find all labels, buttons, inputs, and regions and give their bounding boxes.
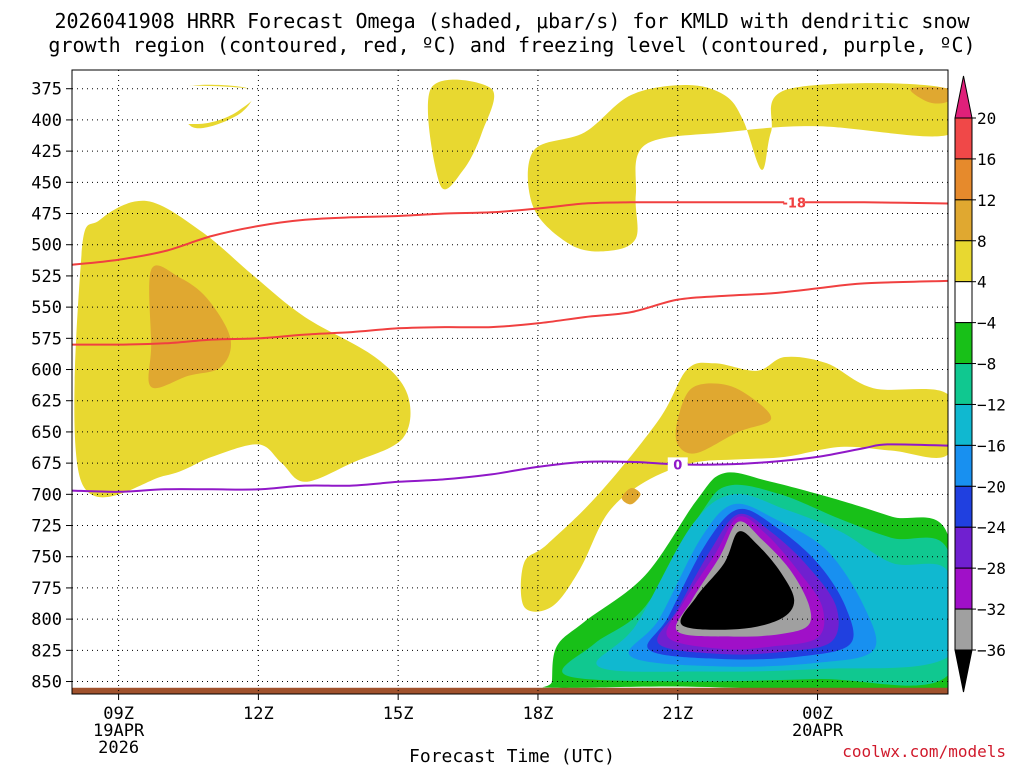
- freezing-level-0C: [72, 443, 948, 493]
- negative-omega-top: [126, 85, 257, 125]
- y-tick-label-500: 500: [31, 236, 62, 256]
- y-tick-label-725: 725: [31, 517, 62, 537]
- colorbar-bin-11: [954, 567, 973, 610]
- positive-omega-top-corner: [910, 87, 948, 104]
- plot-frame: [71, 69, 949, 695]
- colorbar-bin-3: [954, 240, 973, 283]
- minus-18C-isotherm-label: -18: [782, 196, 806, 211]
- colorbar-label-13: −36: [977, 641, 1006, 660]
- x-tick-label-15Z: 15Z: [383, 704, 414, 724]
- colorbar-label-11: −28: [977, 559, 1006, 578]
- colorbar-label-12: −32: [977, 600, 1006, 619]
- y-tick-label-775: 775: [31, 579, 62, 599]
- ground-layer: [72, 687, 948, 694]
- colorbar-bin-8: [954, 444, 973, 487]
- negative-omega-upper-right: [831, 200, 902, 299]
- positive-omega-upper-right: [527, 83, 948, 252]
- y-tick-label-375: 375: [31, 80, 62, 100]
- colorbar-bin-1: [954, 158, 973, 201]
- x-tick-label-18Z: 18Z: [523, 704, 554, 724]
- chart-title-line1: 2026041908 HRRR Forecast Omega (shaded, …: [54, 9, 970, 33]
- grid-layer: [72, 70, 948, 694]
- minus-12C-isotherm: [72, 279, 948, 346]
- x-tick-label-09Z: 09Z: [103, 704, 134, 724]
- x-tick-label-00Z: 00Z: [802, 704, 833, 724]
- colorbar-label-0: 20: [977, 109, 996, 128]
- colorbar-bin-4: [954, 281, 973, 324]
- negative-omega-core: [680, 531, 795, 630]
- minus-18C-isotherm: [72, 201, 948, 266]
- y-tick-label-625: 625: [31, 392, 62, 412]
- x-date-label-19APR: 19APR: [93, 721, 145, 741]
- chart-title-line2: growth region (contoured, red, ºC) and f…: [48, 33, 976, 57]
- colorbar-label-5: −4: [977, 314, 996, 333]
- credit-text: coolwx.com/models: [842, 742, 1006, 761]
- freezing-level-0C-label: 0: [673, 458, 682, 473]
- negative-omega-mid-small: [579, 375, 632, 439]
- minus-18C-isotherm-label-bg: [784, 195, 805, 210]
- positive-omega-upper-mid: [427, 79, 495, 190]
- colorbar-bin-6: [954, 363, 973, 405]
- x-date-label-20APR: 20APR: [792, 721, 844, 741]
- colorbar-label-7: −12: [977, 395, 1006, 414]
- y-tick-label-675: 675: [31, 454, 62, 474]
- y-tick-label-450: 450: [31, 173, 62, 193]
- omega-shading-layer: [74, 79, 948, 694]
- x-year-label: 2026: [98, 738, 139, 758]
- colorbar-under-triangle: [954, 649, 973, 693]
- y-tick-label-750: 750: [31, 548, 62, 568]
- positive-omega-left-core: [148, 265, 232, 389]
- y-tick-label-575: 575: [31, 329, 62, 349]
- y-tick-label-475: 475: [31, 205, 62, 225]
- colorbar-label-8: −16: [977, 436, 1006, 455]
- positive-omega-lower-mid: [520, 356, 948, 612]
- x-tick-label-21Z: 21Z: [662, 704, 693, 724]
- x-axis-title: Forecast Time (UTC): [409, 746, 615, 767]
- positive-omega-small: [621, 488, 641, 505]
- positive-omega-left: [74, 200, 411, 498]
- colorbar-label-1: 16: [977, 150, 996, 169]
- colorbar-label-3: 8: [977, 232, 987, 251]
- colorbar-over-triangle: [954, 75, 973, 119]
- y-tick-label-800: 800: [31, 610, 62, 630]
- y-tick-label-650: 650: [31, 423, 62, 443]
- y-tick-label-700: 700: [31, 485, 62, 505]
- freezing-level-0C-label-bg: [667, 457, 688, 472]
- colorbar-label-9: −20: [977, 477, 1006, 496]
- ground-strip: [72, 687, 948, 694]
- colorbar-bin-9: [954, 485, 973, 528]
- colorbar: 20 16 12 8 4 −4 −8 −12 −16 −20 −24 −28 −32 −36: [954, 75, 1006, 693]
- y-tick-label-825: 825: [31, 641, 62, 661]
- colorbar-bin-10: [954, 526, 973, 569]
- colorbar-bin-7: [954, 403, 973, 446]
- y-tick-label-550: 550: [31, 298, 62, 318]
- x-tick-label-12Z: 12Z: [243, 704, 274, 724]
- colorbar-bin-5: [954, 322, 973, 365]
- colorbar-label-6: −8: [977, 355, 996, 374]
- axis-layer: 375 400 425 450 475 500 525 550 575 600 625 650 675 7…: [31, 80, 844, 758]
- colorbar-label-2: 12: [977, 191, 996, 210]
- colorbar-bin-0: [954, 117, 973, 160]
- y-tick-label-525: 525: [31, 267, 62, 287]
- colorbar-label-10: −24: [977, 518, 1006, 537]
- y-tick-label-850: 850: [31, 673, 62, 693]
- contour-layer: -18 0: [72, 195, 948, 493]
- y-tick-label-400: 400: [31, 111, 62, 131]
- y-tick-label-425: 425: [31, 142, 62, 162]
- colorbar-bin-12: [954, 608, 973, 651]
- colorbar-bin-2: [954, 199, 973, 242]
- y-tick-label-600: 600: [31, 361, 62, 381]
- colorbar-label-4: 4: [977, 273, 987, 292]
